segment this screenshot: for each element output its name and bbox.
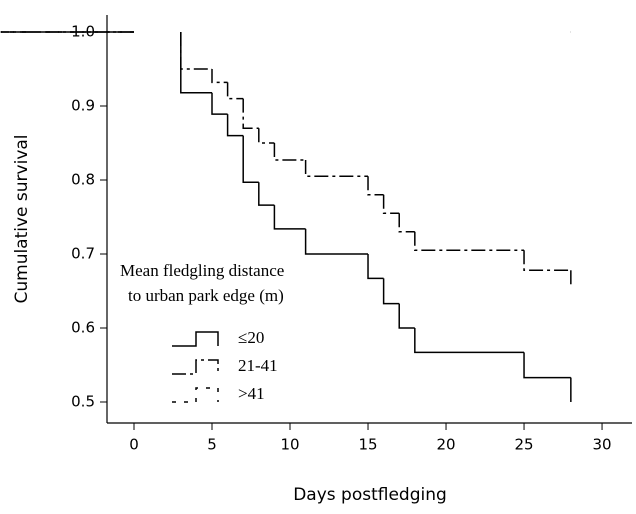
x-tick-label: 30	[592, 436, 611, 454]
x-tick-label: 0	[129, 436, 139, 454]
survival-step	[523, 250, 571, 272]
survival-step	[180, 32, 212, 70]
survival-step	[211, 69, 228, 84]
y-axis-label: Cumulative survival	[12, 134, 32, 303]
legend-label: >41	[238, 384, 265, 403]
survival-step	[367, 253, 384, 280]
survival-step	[258, 182, 275, 206]
survival-step	[382, 194, 400, 215]
legend-swatch	[172, 331, 219, 347]
survival-step	[414, 327, 525, 354]
survival-step	[273, 205, 306, 230]
survival-step	[414, 231, 525, 252]
survival-step	[304, 228, 369, 255]
legend-swatch	[172, 359, 219, 375]
survival-step	[242, 135, 259, 183]
survival-step	[304, 160, 369, 178]
survival-step	[398, 213, 415, 233]
legend-label: ≤20	[238, 328, 264, 347]
x-tick-label: 15	[358, 436, 377, 454]
survival-step	[367, 176, 384, 196]
x-tick-label: 5	[207, 436, 217, 454]
survival-step	[258, 128, 275, 144]
survival-step	[211, 92, 228, 115]
survival-step	[523, 352, 571, 379]
survival-step	[382, 278, 400, 305]
y-tick-label: 0.7	[71, 244, 95, 262]
x-tick-label: 25	[514, 436, 533, 454]
y-tick-label: 0.8	[71, 171, 95, 189]
x-tick-label: 10	[280, 436, 299, 454]
x-axis-label: Days postfledging	[293, 485, 447, 505]
survival-step	[273, 143, 306, 161]
y-tick-label: 0.9	[71, 97, 95, 115]
survival-step	[242, 98, 259, 129]
survival-step	[180, 32, 212, 94]
x-tick-label: 20	[436, 436, 455, 454]
survival-step	[398, 303, 415, 329]
legend-title: Mean fledgling distance	[120, 261, 284, 280]
survival-step	[226, 114, 244, 137]
y-tick-label: 0.6	[71, 318, 95, 336]
legend-label: 21-41	[238, 356, 278, 375]
survival-step	[226, 82, 244, 100]
legend-swatch	[172, 387, 219, 403]
legend-title: to urban park edge (m)	[128, 286, 284, 305]
y-tick-label: 0.5	[71, 392, 95, 410]
